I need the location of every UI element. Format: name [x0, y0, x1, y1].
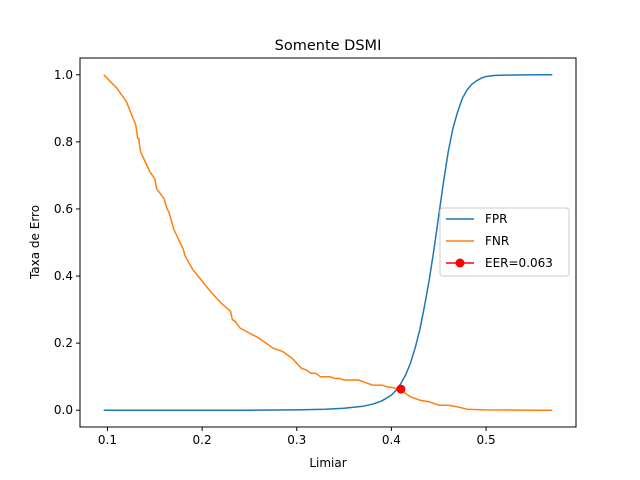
legend-marker-eer	[455, 258, 465, 268]
legend-item-fnr: FNR	[446, 234, 509, 248]
x-axis-label: Limiar	[309, 456, 346, 470]
legend-label-fpr: FPR	[485, 212, 507, 226]
y-tick-label: 0.0	[54, 403, 73, 417]
x-axis: 0.1 0.2 0.3 0.4 0.5	[98, 427, 496, 447]
legend-label-eer: EER=0.063	[485, 256, 553, 270]
legend-box	[439, 207, 570, 277]
y-tick-label: 1.0	[54, 68, 73, 82]
y-tick-label: 0.6	[54, 202, 73, 216]
y-tick-label: 0.2	[54, 336, 73, 350]
x-tick-label: 0.3	[287, 433, 306, 447]
legend: FPR FNR EER=0.063	[439, 207, 570, 277]
axes-border	[79, 57, 577, 428]
chart-title: Somente DSMI	[275, 38, 382, 54]
y-tick-label: 0.8	[54, 135, 73, 149]
x-tick-label: 0.1	[98, 433, 117, 447]
x-tick-label: 0.2	[193, 433, 212, 447]
y-axis: 0.0 0.2 0.4 0.6 0.8 1.0	[54, 68, 80, 417]
legend-item-eer: EER=0.063	[446, 256, 553, 270]
x-tick-label: 0.4	[382, 433, 401, 447]
series-line-fpr	[103, 74, 553, 411]
y-tick-label: 0.4	[54, 269, 73, 283]
y-axis-label: Taxa de Erro	[28, 205, 42, 280]
legend-item-fpr: FPR	[446, 212, 507, 226]
legend-label-fnr: FNR	[485, 234, 509, 248]
series-line-fnr	[103, 74, 553, 411]
x-tick-label: 0.5	[477, 433, 496, 447]
eer-point	[396, 384, 406, 394]
series-layer	[103, 74, 553, 411]
